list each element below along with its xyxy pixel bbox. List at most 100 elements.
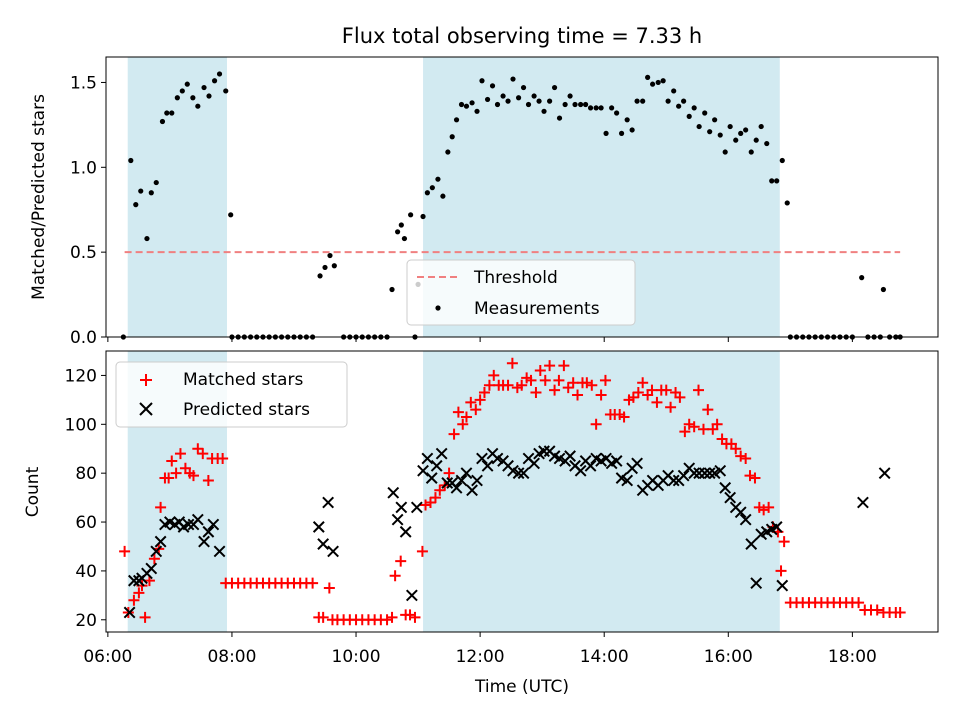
- predicted-star-point: [317, 538, 330, 550]
- measurement-point: [587, 105, 594, 111]
- matched-star-point: [448, 428, 460, 440]
- matched-star-point: [174, 448, 186, 460]
- matched-star-point: [443, 467, 455, 479]
- measurement-point: [520, 84, 527, 91]
- measurement-point: [484, 96, 491, 103]
- y-tick-label: 0.0: [70, 328, 97, 348]
- y-tick-label: 40: [75, 562, 97, 582]
- measurement-point: [331, 263, 337, 269]
- bottom-panel: 20 40 60 80 100 120 06:00 08:00 10:00 12:00 14:00…: [23, 350, 939, 697]
- matched-star-point: [465, 396, 477, 408]
- matched-star-point: [894, 606, 906, 618]
- bottom-y-axis-label: Count: [23, 466, 43, 517]
- predicted-star-point: [584, 459, 597, 472]
- measurement-point: [525, 101, 532, 108]
- measurement-point: [500, 93, 506, 99]
- measurement-point: [469, 100, 475, 106]
- measurement-point: [880, 286, 887, 293]
- predicted-star-point: [466, 484, 478, 497]
- measurement-point: [650, 81, 656, 87]
- measurement-point: [128, 157, 134, 164]
- matched-star-point: [562, 382, 574, 394]
- predicted-star-point: [410, 501, 423, 514]
- measurement-point: [474, 108, 480, 114]
- predicted-star-point: [476, 452, 488, 465]
- measurement-point: [707, 129, 713, 135]
- matched-star-point: [530, 387, 542, 399]
- matched-star-point: [674, 391, 686, 403]
- matched-star-point: [386, 611, 398, 623]
- measurement-point: [133, 202, 139, 208]
- measurement-point: [645, 74, 651, 80]
- predicted-star-point: [202, 525, 215, 538]
- matched-star-point: [534, 365, 546, 377]
- top-measurement-points: [120, 71, 903, 340]
- measurement-point: [201, 84, 207, 91]
- predicted-star-point: [435, 447, 448, 460]
- matched-star-point: [763, 501, 775, 513]
- legend-measurements-swatch: [435, 305, 441, 311]
- measurement-point: [717, 132, 723, 138]
- measurement-point: [738, 130, 744, 136]
- matched-star-point: [166, 455, 178, 467]
- legend-threshold-label: Threshold: [473, 268, 558, 288]
- bottom-y-axis: 20 40 60 80 100 120: [65, 366, 106, 631]
- predicted-star-point: [154, 535, 167, 548]
- matched-star-point: [590, 418, 602, 430]
- measurement-point: [435, 176, 441, 182]
- measurement-point: [408, 212, 414, 218]
- matched-star-point: [778, 536, 790, 548]
- top-panel: 0.0 0.5 1.0 1.5 Matched/Predicted stars Thr…: [29, 56, 939, 348]
- y-tick-label: 1.0: [70, 158, 97, 178]
- measurement-point: [556, 115, 563, 121]
- matched-star-point: [474, 394, 486, 406]
- measurement-point: [489, 83, 496, 89]
- matched-star-point: [483, 379, 495, 391]
- measurement-point: [582, 101, 589, 108]
- measurement-point: [420, 213, 426, 220]
- x-axis-label: Time (UTC): [474, 677, 569, 697]
- matched-star-point: [155, 501, 167, 513]
- matched-star-point: [128, 594, 140, 606]
- measurement-point: [429, 185, 435, 191]
- matched-star-point: [409, 611, 421, 623]
- matched-star-point: [572, 389, 584, 401]
- measurement-point: [634, 98, 640, 104]
- matched-star-point: [139, 611, 151, 623]
- predicted-star-point: [421, 452, 434, 465]
- measurement-point: [195, 103, 201, 109]
- measurement-point: [551, 84, 558, 91]
- matched-star-point: [567, 377, 579, 389]
- bottom-legend-box: [115, 361, 348, 428]
- matched-star-point: [488, 369, 500, 381]
- measurement-point: [758, 123, 764, 130]
- measurement-point: [458, 101, 465, 108]
- measurement-point: [681, 98, 687, 104]
- measurement-point: [138, 188, 144, 194]
- matched-star-point: [389, 570, 401, 582]
- measurement-point: [531, 93, 537, 99]
- matched-star-point: [646, 384, 658, 396]
- measurement-point: [153, 179, 159, 186]
- matched-star-point: [187, 470, 199, 482]
- predicted-star-point: [621, 474, 634, 487]
- measurement-point: [453, 117, 460, 123]
- matched-star-point: [679, 426, 691, 438]
- predicted-star-point: [512, 467, 525, 480]
- matched-star-point: [711, 418, 723, 430]
- measurement-point: [174, 95, 180, 101]
- predicted-star-point: [734, 506, 747, 519]
- matched-star-point: [457, 418, 469, 430]
- matched-star-point: [744, 470, 756, 482]
- measurement-point: [640, 98, 646, 104]
- measurement-point: [676, 103, 682, 109]
- matched-star-point: [683, 418, 695, 430]
- predicted-star-point: [631, 457, 643, 470]
- matched-star-point: [217, 453, 229, 465]
- predicted-star-point: [481, 459, 494, 472]
- predicted-star-point: [857, 496, 869, 509]
- matched-star-point: [740, 453, 752, 465]
- measurement-point: [179, 88, 185, 94]
- measurement-point: [598, 105, 604, 111]
- measurement-point: [572, 101, 578, 108]
